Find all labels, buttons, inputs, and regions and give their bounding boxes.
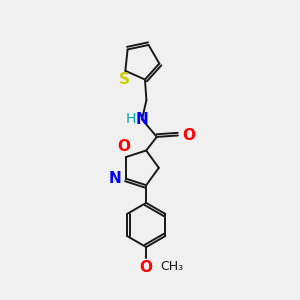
Text: CH₃: CH₃ — [160, 260, 183, 273]
Text: H: H — [125, 112, 136, 126]
Text: O: O — [140, 260, 153, 275]
Text: N: N — [136, 112, 148, 127]
Text: O: O — [182, 128, 195, 143]
Text: N: N — [109, 171, 122, 186]
Text: O: O — [117, 139, 130, 154]
Text: S: S — [118, 72, 129, 87]
